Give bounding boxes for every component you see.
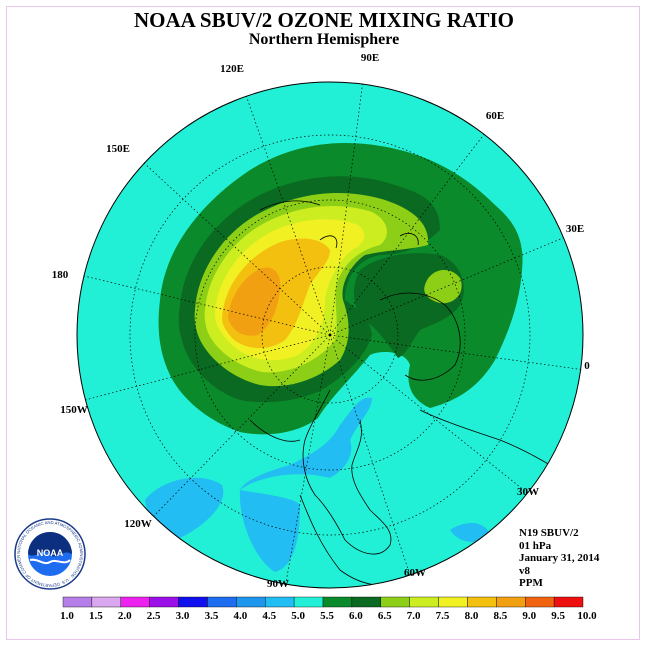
page-frame — [6, 6, 640, 640]
satellite-label: N19 SBUV/2 — [519, 527, 579, 539]
longitude-label: 60W — [404, 567, 426, 579]
longitude-label: 120E — [220, 63, 244, 75]
longitude-label: 0 — [584, 360, 590, 372]
date-label: January 31, 2014 — [519, 552, 600, 564]
graticule — [79, 82, 583, 588]
page-subtitle: Northern Hemisphere — [248, 31, 400, 48]
longitude-label: 60E — [486, 110, 504, 122]
page-title: NOAA SBUV/2 OZONE MIXING RATIO — [134, 8, 514, 32]
longitude-label: 30E — [566, 223, 584, 235]
map-boundary — [76, 81, 584, 589]
longitude-label: 90W — [267, 578, 289, 590]
longitude-labels: 90E 60E 30E 0 30W 60W 90W 120W 150W 180 150E 120E — [52, 52, 591, 590]
units-label: PPM — [519, 577, 543, 589]
longitude-label: 180 — [52, 269, 69, 281]
logo-text: NOAA — [37, 548, 64, 558]
longitude-label: 150E — [106, 143, 130, 155]
ozone-contour-4-0 — [145, 477, 224, 540]
longitude-label: 150W — [60, 404, 88, 416]
info-block: N19 SBUV/2 01 hPa January 31, 2014 v8 PP… — [519, 527, 599, 590]
ozone-contour-8-0 — [228, 267, 281, 336]
noaa-logo: NATIONAL OCEANIC AND ATMOSPHERIC ADMINIS… — [14, 518, 86, 590]
ozone-contour-4-0 — [239, 397, 372, 572]
version-label: v8 — [519, 564, 530, 577]
pressure-level-label: 01 hPa — [519, 539, 552, 552]
longitude-label: 120W — [124, 518, 152, 530]
longitude-label: 90E — [361, 52, 379, 64]
ozone-contour-4-0 — [450, 523, 490, 542]
longitude-label: 30W — [517, 486, 539, 498]
